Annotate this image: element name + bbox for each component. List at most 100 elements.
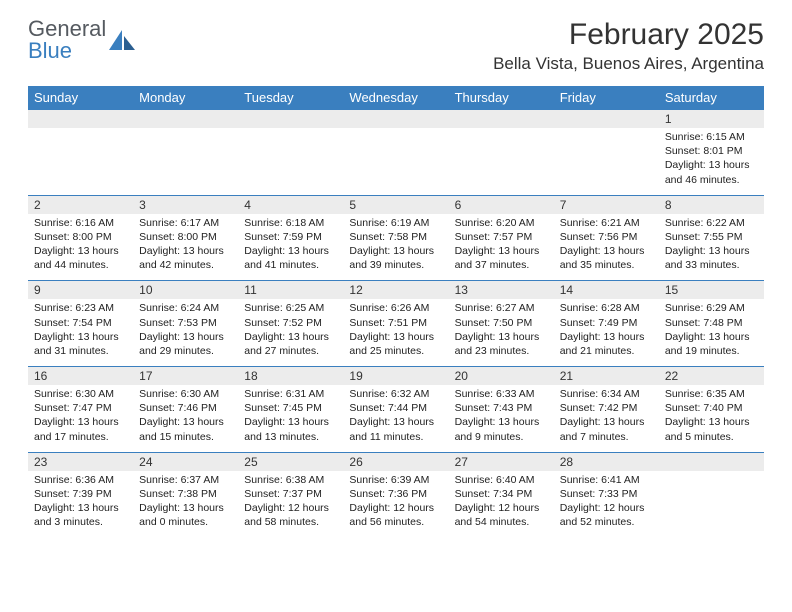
day-number-cell: 13 (449, 281, 554, 300)
day-number-cell: 15 (659, 281, 764, 300)
day-data-cell: Sunrise: 6:24 AMSunset: 7:53 PMDaylight:… (133, 299, 238, 366)
weekday-header-row: Sunday Monday Tuesday Wednesday Thursday… (28, 86, 764, 110)
day-data-row: Sunrise: 6:36 AMSunset: 7:39 PMDaylight:… (28, 471, 764, 538)
day-data-cell: Sunrise: 6:41 AMSunset: 7:33 PMDaylight:… (554, 471, 659, 538)
sunset-text: Sunset: 7:53 PM (139, 316, 232, 330)
day-data-cell: Sunrise: 6:39 AMSunset: 7:36 PMDaylight:… (343, 471, 448, 538)
daylight-text-2: and 27 minutes. (244, 344, 337, 358)
day-data-cell: Sunrise: 6:23 AMSunset: 7:54 PMDaylight:… (28, 299, 133, 366)
daylight-text-1: Daylight: 13 hours (349, 244, 442, 258)
sunset-text: Sunset: 7:40 PM (665, 401, 758, 415)
sunset-text: Sunset: 7:45 PM (244, 401, 337, 415)
day-data-cell: Sunrise: 6:20 AMSunset: 7:57 PMDaylight:… (449, 214, 554, 281)
day-number-row: 2345678 (28, 195, 764, 214)
logo-text: General Blue (28, 18, 106, 62)
day-data-row: Sunrise: 6:16 AMSunset: 8:00 PMDaylight:… (28, 214, 764, 281)
sunset-text: Sunset: 7:59 PM (244, 230, 337, 244)
sunset-text: Sunset: 7:43 PM (455, 401, 548, 415)
day-number: 21 (560, 369, 573, 383)
sunset-text: Sunset: 7:36 PM (349, 487, 442, 501)
sunrise-text: Sunrise: 6:20 AM (455, 216, 548, 230)
sunset-text: Sunset: 7:49 PM (560, 316, 653, 330)
daylight-text-2: and 7 minutes. (560, 430, 653, 444)
calendar-page: General Blue February 2025 Bella Vista, … (0, 0, 792, 557)
day-number: 26 (349, 455, 362, 469)
sunrise-text: Sunrise: 6:24 AM (139, 301, 232, 315)
sunrise-text: Sunrise: 6:33 AM (455, 387, 548, 401)
day-number-cell: 17 (133, 367, 238, 386)
day-number-row: 232425262728 (28, 452, 764, 471)
day-data-cell (343, 128, 448, 195)
sunset-text: Sunset: 7:48 PM (665, 316, 758, 330)
logo-word-2: Blue (28, 38, 72, 63)
day-number: 4 (244, 198, 251, 212)
day-data-cell (28, 128, 133, 195)
daylight-text-1: Daylight: 13 hours (455, 330, 548, 344)
day-number-cell: 10 (133, 281, 238, 300)
day-number-cell: 9 (28, 281, 133, 300)
day-data-cell: Sunrise: 6:26 AMSunset: 7:51 PMDaylight:… (343, 299, 448, 366)
daylight-text-1: Daylight: 13 hours (560, 330, 653, 344)
day-number-cell: 22 (659, 367, 764, 386)
daylight-text-1: Daylight: 13 hours (34, 415, 127, 429)
daylight-text-1: Daylight: 12 hours (455, 501, 548, 515)
day-number: 18 (244, 369, 257, 383)
day-number-cell: 14 (554, 281, 659, 300)
day-number: 2 (34, 198, 41, 212)
sunset-text: Sunset: 7:47 PM (34, 401, 127, 415)
daylight-text-2: and 58 minutes. (244, 515, 337, 529)
sunset-text: Sunset: 7:42 PM (560, 401, 653, 415)
sunrise-text: Sunrise: 6:40 AM (455, 473, 548, 487)
sunrise-text: Sunrise: 6:30 AM (139, 387, 232, 401)
daylight-text-1: Daylight: 13 hours (244, 244, 337, 258)
daylight-text-2: and 41 minutes. (244, 258, 337, 272)
day-data-cell (659, 471, 764, 538)
sunset-text: Sunset: 7:56 PM (560, 230, 653, 244)
day-data-cell: Sunrise: 6:38 AMSunset: 7:37 PMDaylight:… (238, 471, 343, 538)
sunrise-text: Sunrise: 6:17 AM (139, 216, 232, 230)
daylight-text-1: Daylight: 13 hours (34, 501, 127, 515)
day-number-cell (238, 110, 343, 129)
daylight-text-2: and 9 minutes. (455, 430, 548, 444)
sunrise-text: Sunrise: 6:41 AM (560, 473, 653, 487)
daylight-text-2: and 29 minutes. (139, 344, 232, 358)
daylight-text-1: Daylight: 13 hours (560, 415, 653, 429)
daylight-text-2: and 15 minutes. (139, 430, 232, 444)
day-number-cell (28, 110, 133, 129)
daylight-text-2: and 19 minutes. (665, 344, 758, 358)
day-data-cell: Sunrise: 6:22 AMSunset: 7:55 PMDaylight:… (659, 214, 764, 281)
day-data-cell: Sunrise: 6:30 AMSunset: 7:46 PMDaylight:… (133, 385, 238, 452)
page-header: General Blue February 2025 Bella Vista, … (28, 18, 764, 74)
daylight-text-1: Daylight: 13 hours (34, 330, 127, 344)
sunset-text: Sunset: 7:44 PM (349, 401, 442, 415)
sunset-text: Sunset: 7:37 PM (244, 487, 337, 501)
day-number-cell: 24 (133, 452, 238, 471)
sunrise-text: Sunrise: 6:26 AM (349, 301, 442, 315)
sail-icon (109, 30, 135, 50)
day-data-cell: Sunrise: 6:15 AMSunset: 8:01 PMDaylight:… (659, 128, 764, 195)
day-number: 5 (349, 198, 356, 212)
day-number: 8 (665, 198, 672, 212)
day-number: 6 (455, 198, 462, 212)
day-number-cell: 16 (28, 367, 133, 386)
day-number-cell: 20 (449, 367, 554, 386)
sunset-text: Sunset: 8:00 PM (34, 230, 127, 244)
daylight-text-1: Daylight: 13 hours (139, 501, 232, 515)
sunrise-text: Sunrise: 6:22 AM (665, 216, 758, 230)
sunrise-text: Sunrise: 6:19 AM (349, 216, 442, 230)
daylight-text-2: and 5 minutes. (665, 430, 758, 444)
daylight-text-2: and 11 minutes. (349, 430, 442, 444)
daylight-text-2: and 37 minutes. (455, 258, 548, 272)
sunset-text: Sunset: 7:52 PM (244, 316, 337, 330)
daylight-text-1: Daylight: 13 hours (139, 330, 232, 344)
day-number-cell (449, 110, 554, 129)
day-number-cell: 1 (659, 110, 764, 129)
daylight-text-1: Daylight: 13 hours (139, 244, 232, 258)
day-number-cell: 12 (343, 281, 448, 300)
sunset-text: Sunset: 7:46 PM (139, 401, 232, 415)
sunrise-text: Sunrise: 6:23 AM (34, 301, 127, 315)
day-number: 19 (349, 369, 362, 383)
day-number: 14 (560, 283, 573, 297)
day-number-cell (133, 110, 238, 129)
day-number-cell: 5 (343, 195, 448, 214)
